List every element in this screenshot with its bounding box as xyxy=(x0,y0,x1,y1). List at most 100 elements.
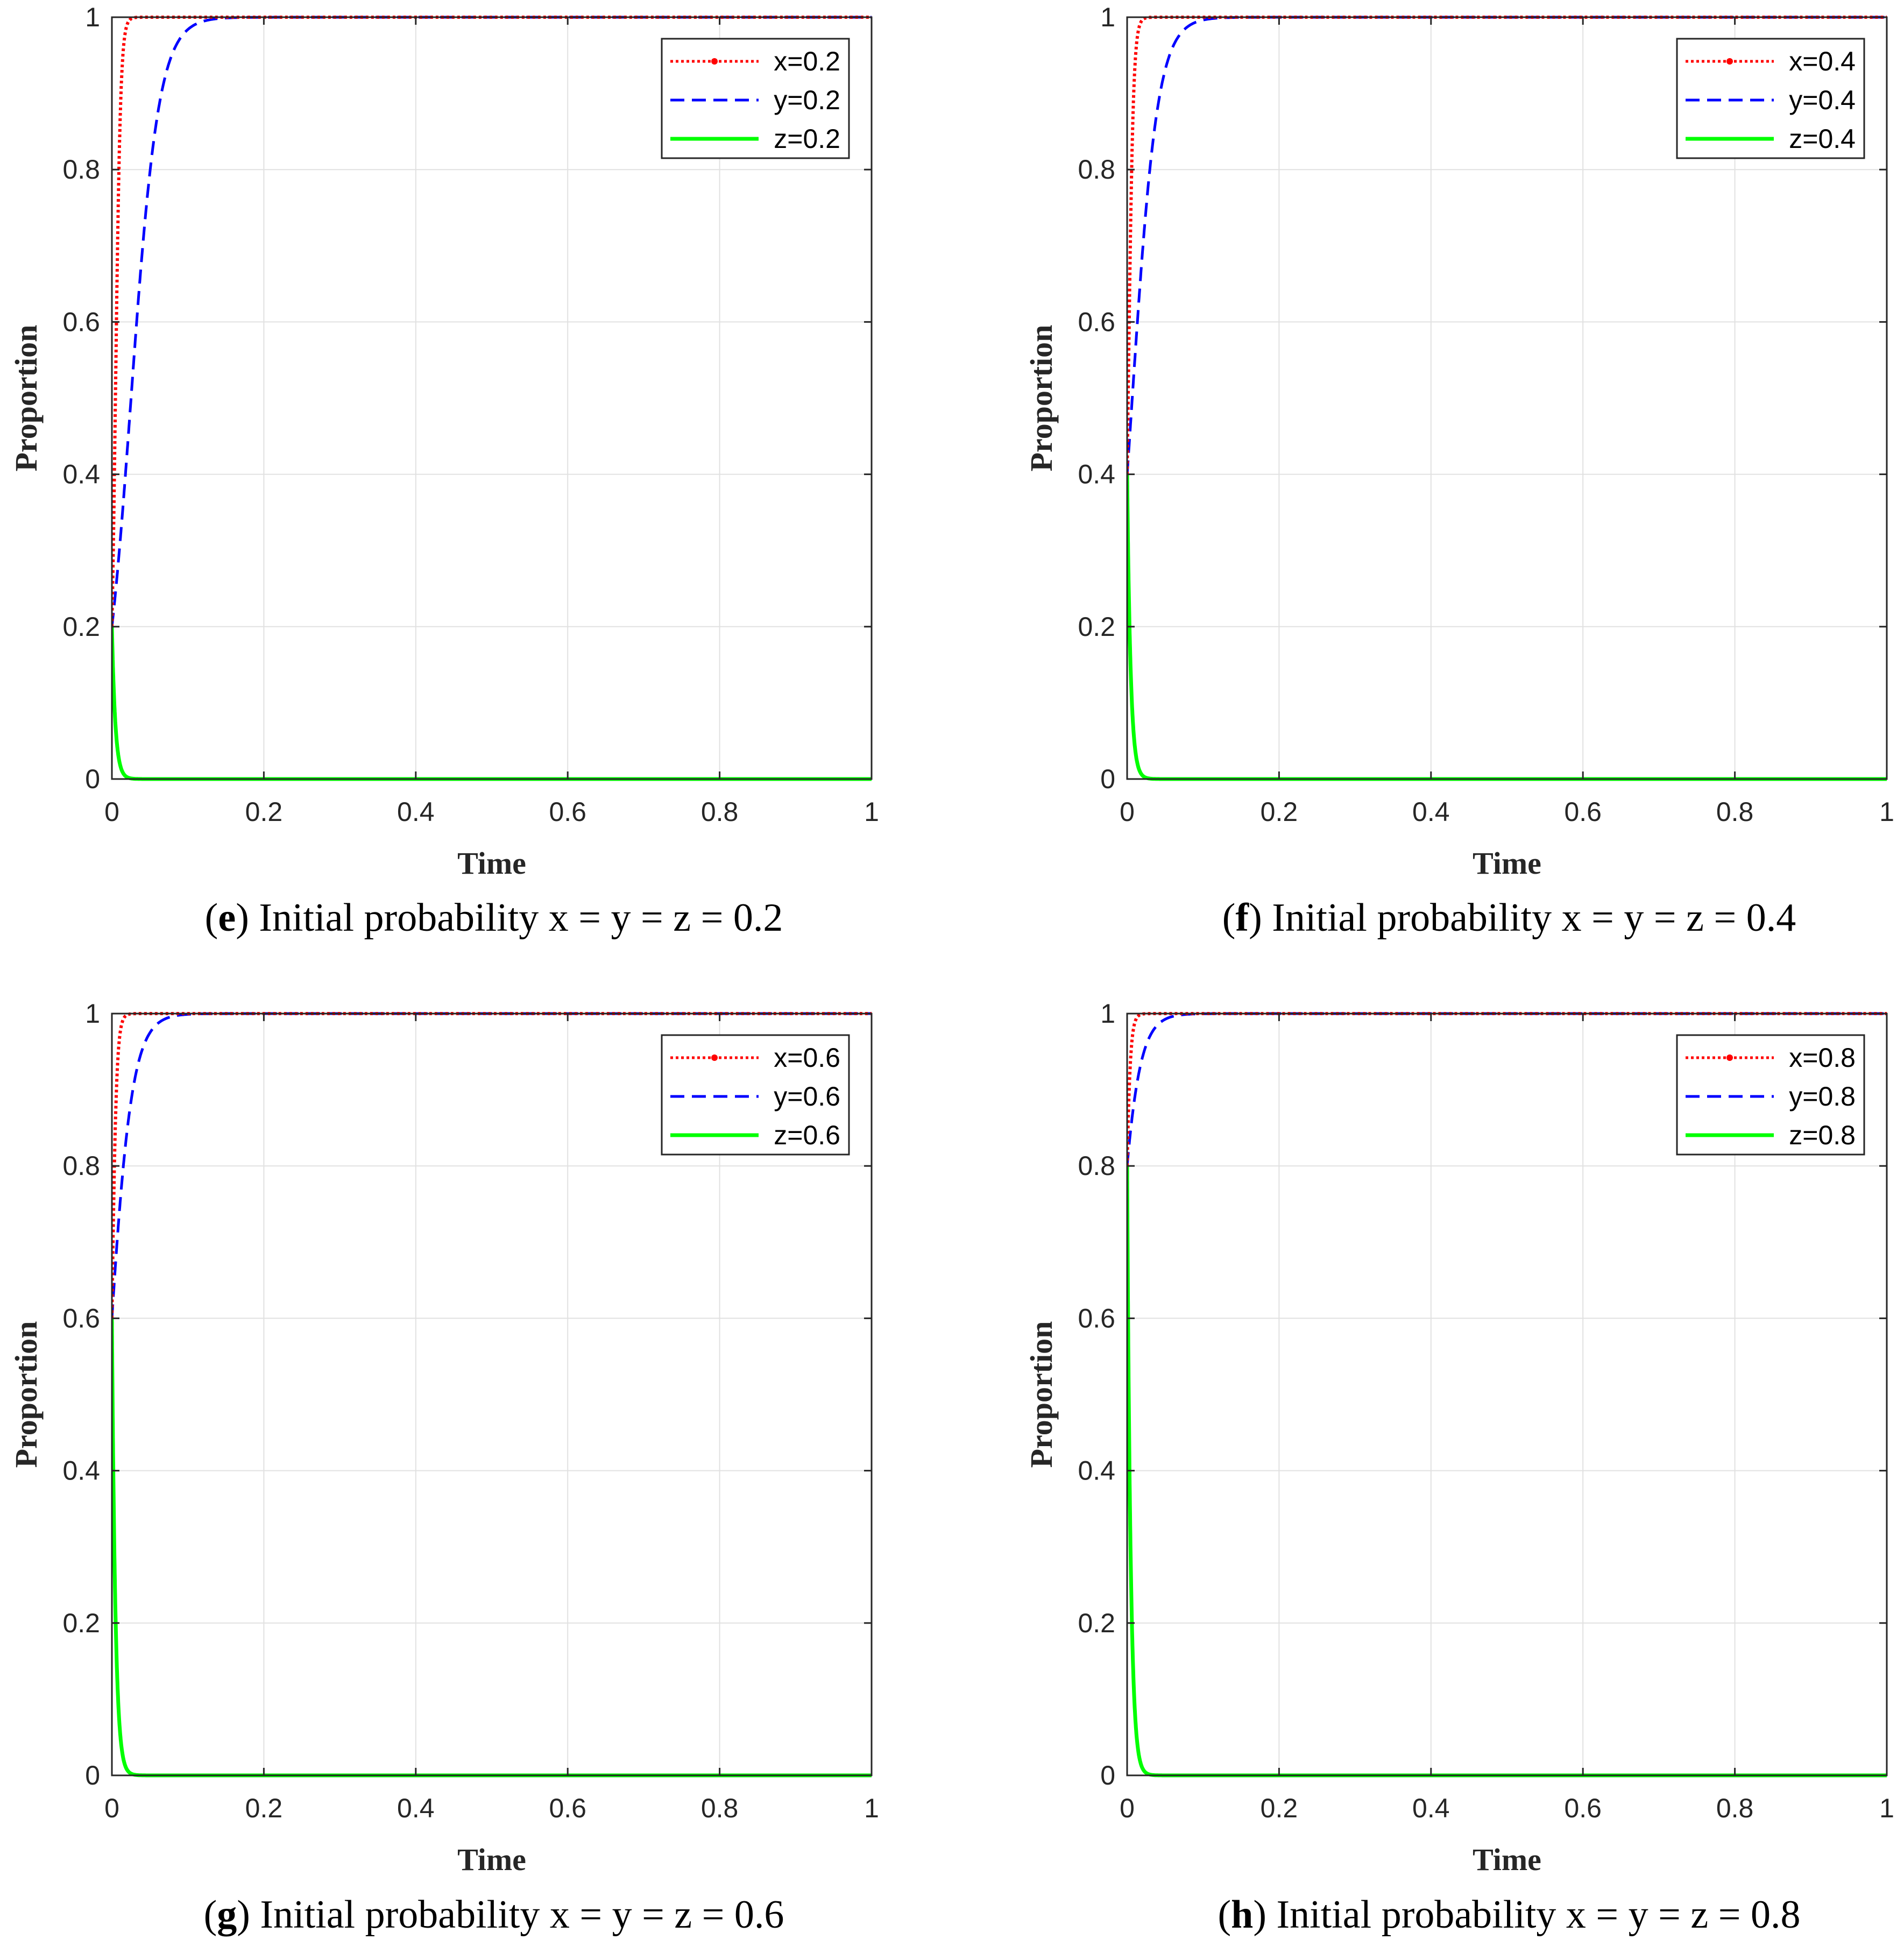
y-tick-label: 0.6 xyxy=(62,307,100,337)
caption-text: ) Initial probability x = y = z = 0.8 xyxy=(1253,1893,1800,1937)
legend-label-y: y=0.6 xyxy=(774,1081,840,1111)
x-tick-label: 0.8 xyxy=(1716,1793,1754,1823)
caption-letter: e xyxy=(218,896,236,940)
x-tick-label: 0.6 xyxy=(549,1793,586,1823)
caption-open: ( xyxy=(1222,896,1236,940)
x-tick-label: 0.6 xyxy=(1564,1793,1602,1823)
legend-label-z: z=0.8 xyxy=(1789,1120,1856,1150)
legend-marker xyxy=(711,58,718,65)
legend-label-y: y=0.4 xyxy=(1789,85,1856,115)
chart-panel-h: 0 0.2 0.4 0.6 0.8 1 0 0.2 0.4 0.6 0.8 1 Time Proporti… xyxy=(1024,999,1894,1937)
legend-label-x: x=0.4 xyxy=(1789,46,1856,76)
y-axis-label: Proportion xyxy=(1024,1321,1059,1468)
x-tick-label: 0.8 xyxy=(701,797,739,827)
x-tick-label: 0 xyxy=(1120,1793,1135,1823)
legend-label-y: y=0.2 xyxy=(774,85,840,115)
panel-caption: (g) Initial probability x = y = z = 0.6 xyxy=(204,1893,784,1937)
legend-marker xyxy=(1726,1054,1733,1061)
x-tick-label: 0.2 xyxy=(1261,797,1298,827)
legend-label-x: x=0.2 xyxy=(774,46,840,76)
panel-caption: (e) Initial probability x = y = z = 0.2 xyxy=(205,896,783,940)
y-tick-label: 0.8 xyxy=(62,154,100,185)
x-axis-label: Time xyxy=(457,1842,526,1877)
x-tick-label: 0.4 xyxy=(1412,797,1450,827)
x-tick-label: 0 xyxy=(104,1793,119,1823)
y-tick-label: 0.4 xyxy=(1078,459,1115,490)
axes-box xyxy=(111,1013,873,1776)
x-tick-label: 0.4 xyxy=(397,797,435,827)
x-tick-label: 0.2 xyxy=(245,797,283,827)
y-tick-label: 0.8 xyxy=(1078,154,1115,185)
legend: x=0.4 y=0.4 z=0.4 xyxy=(1676,38,1865,159)
y-tick-label: 1 xyxy=(1100,2,1115,32)
caption-letter: g xyxy=(217,1893,237,1937)
caption-text: ) Initial probability x = y = z = 0.4 xyxy=(1249,896,1796,940)
y-tick-label: 0.2 xyxy=(1078,1608,1115,1638)
x-axis-label: Time xyxy=(457,846,526,881)
legend: x=0.2 y=0.2 z=0.2 xyxy=(661,38,850,159)
x-tick-label: 0.2 xyxy=(245,1793,283,1823)
caption-letter: f xyxy=(1235,896,1249,940)
y-tick-label: 0.2 xyxy=(62,1608,100,1638)
y-axis-label: Proportion xyxy=(9,1321,44,1468)
legend-label-y: y=0.8 xyxy=(1789,1081,1856,1111)
y-tick-label: 0.4 xyxy=(1078,1456,1115,1486)
legend-label-x: x=0.6 xyxy=(774,1043,840,1073)
x-tick-label: 0.8 xyxy=(701,1793,739,1823)
x-tick-label: 1 xyxy=(1879,797,1894,827)
y-tick-label: 0.4 xyxy=(62,459,100,490)
legend-label-z: z=0.6 xyxy=(774,1120,840,1150)
y-tick-label: 1 xyxy=(85,2,100,32)
panel-caption: (f) Initial probability x = y = z = 0.4 xyxy=(1222,896,1796,940)
chart-panel-g: 0 0.2 0.4 0.6 0.8 1 0 0.2 0.4 0.6 0.8 1 Time Proporti… xyxy=(9,999,879,1937)
x-tick-label: 0.8 xyxy=(1716,797,1754,827)
y-tick-label: 0 xyxy=(1100,764,1115,794)
y-axis-label: Proportion xyxy=(1024,325,1059,472)
y-tick-label: 0.6 xyxy=(1078,307,1115,337)
legend: x=0.8 y=0.8 z=0.8 xyxy=(1676,1034,1865,1156)
x-tick-label: 0.6 xyxy=(1564,797,1602,827)
y-tick-label: 0 xyxy=(85,764,100,794)
legend-label-x: x=0.8 xyxy=(1789,1043,1856,1073)
y-tick-label: 0.2 xyxy=(1078,612,1115,642)
caption-open: ( xyxy=(205,896,218,940)
x-tick-label: 0.2 xyxy=(1261,1793,1298,1823)
y-tick-label: 0.2 xyxy=(62,612,100,642)
y-axis-label: Proportion xyxy=(9,325,44,472)
x-tick-label: 0 xyxy=(1120,797,1135,827)
y-tick-label: 0.6 xyxy=(62,1303,100,1333)
x-tick-label: 0 xyxy=(104,797,119,827)
x-axis-label: Time xyxy=(1473,1842,1541,1877)
axes-box xyxy=(111,16,873,780)
y-tick-label: 0.6 xyxy=(1078,1303,1115,1333)
y-tick-label: 0 xyxy=(1100,1760,1115,1790)
caption-text: ) Initial probability x = y = z = 0.6 xyxy=(237,1893,784,1937)
panel-caption: (h) Initial probability x = y = z = 0.8 xyxy=(1218,1893,1801,1937)
y-tick-label: 0.4 xyxy=(62,1456,100,1486)
axes-box xyxy=(1126,16,1888,780)
y-tick-label: 0 xyxy=(85,1760,100,1790)
legend-label-z: z=0.2 xyxy=(774,124,840,154)
chart-panel-f: 0 0.2 0.4 0.6 0.8 1 0 0.2 0.4 0.6 0.8 1 Time Proporti… xyxy=(1024,2,1894,940)
x-tick-label: 0.6 xyxy=(549,797,586,827)
y-tick-label: 0.8 xyxy=(1078,1151,1115,1181)
caption-letter: h xyxy=(1231,1893,1253,1937)
axes-box xyxy=(1126,1013,1888,1776)
caption-open: ( xyxy=(204,1893,217,1937)
x-axis-label: Time xyxy=(1473,846,1541,881)
caption-text: ) Initial probability x = y = z = 0.2 xyxy=(236,896,783,940)
y-tick-label: 1 xyxy=(1100,999,1115,1029)
x-tick-label: 0.4 xyxy=(1412,1793,1450,1823)
x-tick-label: 1 xyxy=(1879,1793,1894,1823)
legend-label-z: z=0.4 xyxy=(1789,124,1856,154)
caption-open: ( xyxy=(1218,1893,1231,1937)
legend: x=0.6 y=0.6 z=0.6 xyxy=(661,1034,850,1156)
legend-marker xyxy=(711,1054,718,1061)
x-tick-label: 1 xyxy=(864,1793,879,1823)
x-tick-label: 0.4 xyxy=(397,1793,435,1823)
chart-panel-e: 0 0.2 0.4 0.6 0.8 1 0 0.2 0.4 0.6 0.8 1 Time Proporti… xyxy=(9,2,879,940)
y-tick-label: 1 xyxy=(85,999,100,1029)
legend-marker xyxy=(1726,58,1733,65)
y-tick-label: 0.8 xyxy=(62,1151,100,1181)
